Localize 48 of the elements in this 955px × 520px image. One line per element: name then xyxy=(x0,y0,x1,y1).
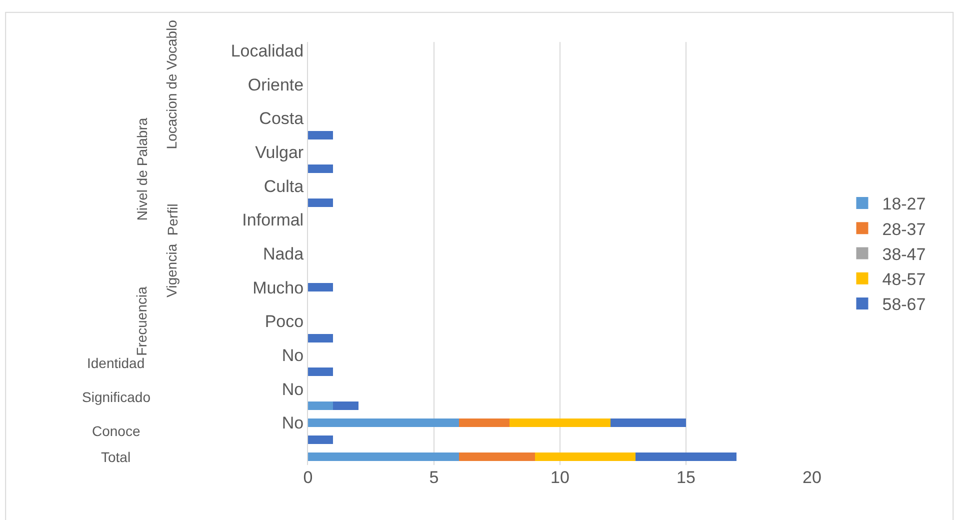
x-tick-label: 0 xyxy=(303,468,313,487)
y-tick-label: No xyxy=(282,346,304,365)
y-tick-label: Costa xyxy=(259,109,304,128)
x-tick-label: 20 xyxy=(802,468,822,487)
bar xyxy=(308,334,334,342)
bar xyxy=(459,452,535,461)
y-tick-label: Poco xyxy=(264,312,304,332)
text: Perfil xyxy=(164,204,180,236)
legend-label: 38-47 xyxy=(882,244,926,264)
y-tick-label: Localidad xyxy=(230,41,304,60)
y-tick-label: Nada xyxy=(262,244,304,264)
y-tick-label: Mucho xyxy=(252,278,304,298)
legend-label: 48-57 xyxy=(882,270,926,289)
x-tick-label: 10 xyxy=(550,468,570,487)
bar xyxy=(308,283,334,292)
bar xyxy=(308,164,334,174)
legend-label: 58-67 xyxy=(882,295,926,314)
bar xyxy=(610,418,686,427)
text: Significado xyxy=(82,389,151,405)
legend-label: 28-37 xyxy=(882,220,926,239)
text: Total xyxy=(101,449,131,465)
x-tick-label: 15 xyxy=(676,468,696,487)
bar xyxy=(459,418,510,427)
bar xyxy=(308,452,460,461)
bar xyxy=(308,435,334,444)
x-tick-label: 5 xyxy=(429,468,439,487)
text: Vigencia xyxy=(164,244,180,298)
bar xyxy=(308,198,334,207)
text: Locacion de Vocablo xyxy=(164,20,180,150)
y-tick-label: No xyxy=(282,414,304,433)
bar xyxy=(636,452,736,461)
text: Conoce xyxy=(92,423,140,439)
y-tick-label: Oriente xyxy=(248,75,304,94)
text: Nivel de Palabra xyxy=(134,118,150,221)
bar xyxy=(308,402,334,410)
bar xyxy=(308,418,460,427)
y-tick-label: Culta xyxy=(264,176,304,196)
legend-label: 18-27 xyxy=(882,194,926,214)
bar xyxy=(333,402,358,410)
y-tick-label: No xyxy=(282,380,304,399)
text: Identidad xyxy=(87,355,145,371)
text: Frecuencia xyxy=(134,286,150,356)
y-tick-label: Informal xyxy=(242,210,304,230)
bar xyxy=(510,418,610,427)
bar xyxy=(534,452,636,461)
bar xyxy=(308,368,334,376)
y-tick-label: Vulgar xyxy=(255,142,304,162)
bar xyxy=(308,130,334,140)
